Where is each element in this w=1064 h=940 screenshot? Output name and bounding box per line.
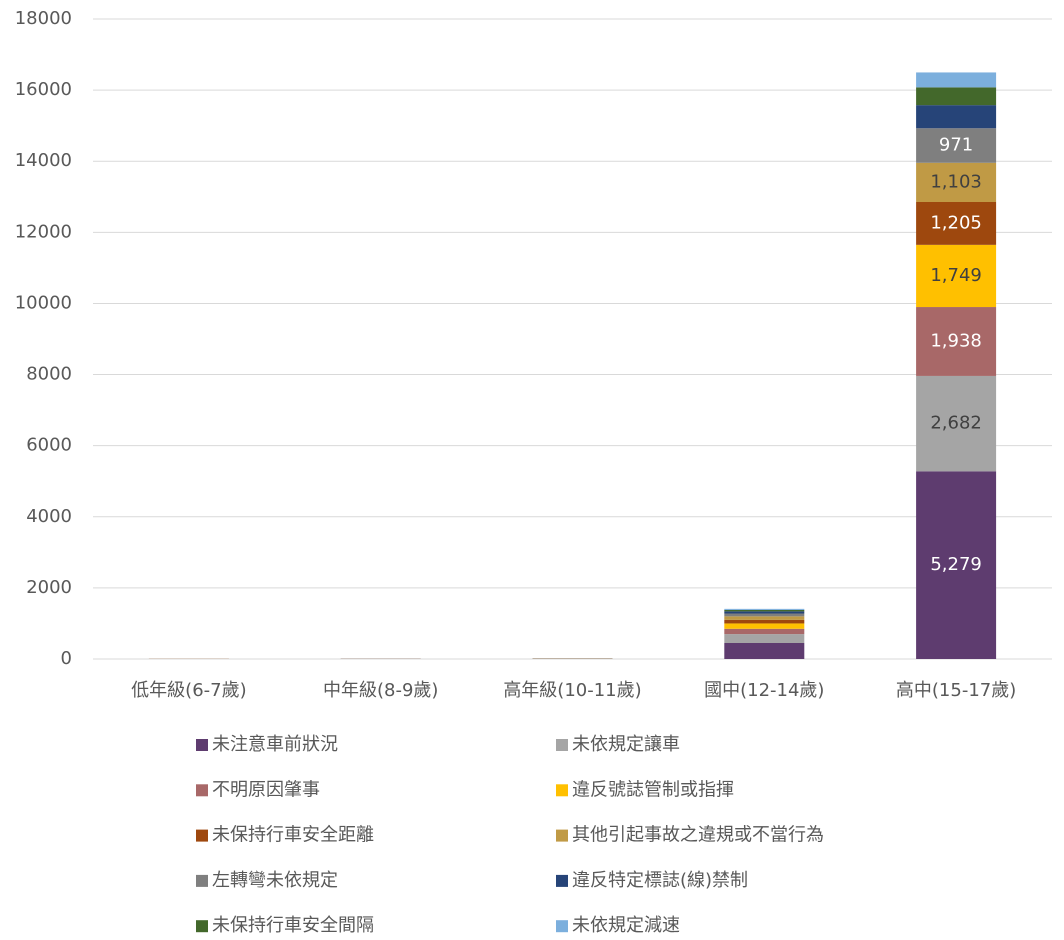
y-tick-label: 6000 [26,435,72,456]
bar-segment [724,634,805,643]
y-tick-label: 2000 [26,577,72,598]
legend-label: 未注意車前狀況 [212,734,338,755]
bar-segment [724,628,805,635]
data-label: 1,938 [930,330,982,351]
x-tick-label: 低年級(6-7歲) [131,680,246,701]
bar-segment [916,105,997,129]
x-tick-label: 國中(12-14歲) [704,680,824,701]
bar-segment [916,471,997,659]
y-tick-label: 4000 [26,506,72,527]
legend-label: 違反號誌管制或指揮 [572,779,734,800]
legend-swatch [556,920,568,933]
y-tick-label: 8000 [26,364,72,385]
bar-segment [724,623,805,629]
legend-swatch [196,784,208,797]
bar-segment [916,128,997,163]
x-tick-label: 中年級(8-9歲) [323,680,438,701]
bar-segment [916,162,997,203]
legend-label: 未依規定讓車 [572,734,680,755]
bar-segment [724,608,805,610]
bar-segment [724,616,805,620]
legend-label: 未依規定減速 [572,915,680,936]
legend-swatch [196,739,208,751]
bar-segment [916,307,997,376]
legend-label: 未保持行車安全距離 [212,825,374,846]
y-tick-label: 12000 [15,221,72,242]
y-tick-label: 14000 [15,150,72,171]
y-tick-label: 0 [61,648,72,669]
legend-label: 違反特定標誌(線)禁制 [572,870,748,891]
legend-swatch [556,829,568,842]
legend-swatch [556,739,568,751]
data-label: 971 [939,135,973,156]
bar-segment [724,613,805,617]
data-label: 1,205 [930,212,982,233]
data-label: 1,103 [930,171,982,192]
x-tick-label: 高年級(10-11歲) [503,680,641,701]
bar-segment [916,87,997,106]
legend-swatch [556,784,568,797]
legend-swatch [196,874,208,887]
legend-swatch [556,874,568,887]
legend-label: 不明原因肇事 [212,779,320,800]
data-label: 5,279 [930,554,982,575]
bar-segment [724,609,805,612]
legend-label: 其他引起事故之違規或不當行為 [572,825,824,846]
bar-segment [724,611,805,614]
bar-segment [916,72,997,88]
data-label: 1,749 [930,265,982,286]
bar-segment [916,244,997,308]
data-label: 2,682 [930,413,982,434]
legend-swatch [196,920,208,933]
y-tick-label: 16000 [15,79,72,100]
bar-segment [916,202,997,245]
bar-segment [916,375,997,472]
legend-label: 未保持行車安全間隔 [212,915,374,936]
legend-label: 左轉彎未依規定 [212,870,338,891]
bar-segment [724,619,805,624]
legend-swatch [196,829,208,842]
bar-segment [724,643,805,659]
y-tick-label: 10000 [15,292,72,313]
x-tick-label: 高中(15-17歲) [896,680,1016,701]
y-tick-label: 18000 [15,8,72,29]
